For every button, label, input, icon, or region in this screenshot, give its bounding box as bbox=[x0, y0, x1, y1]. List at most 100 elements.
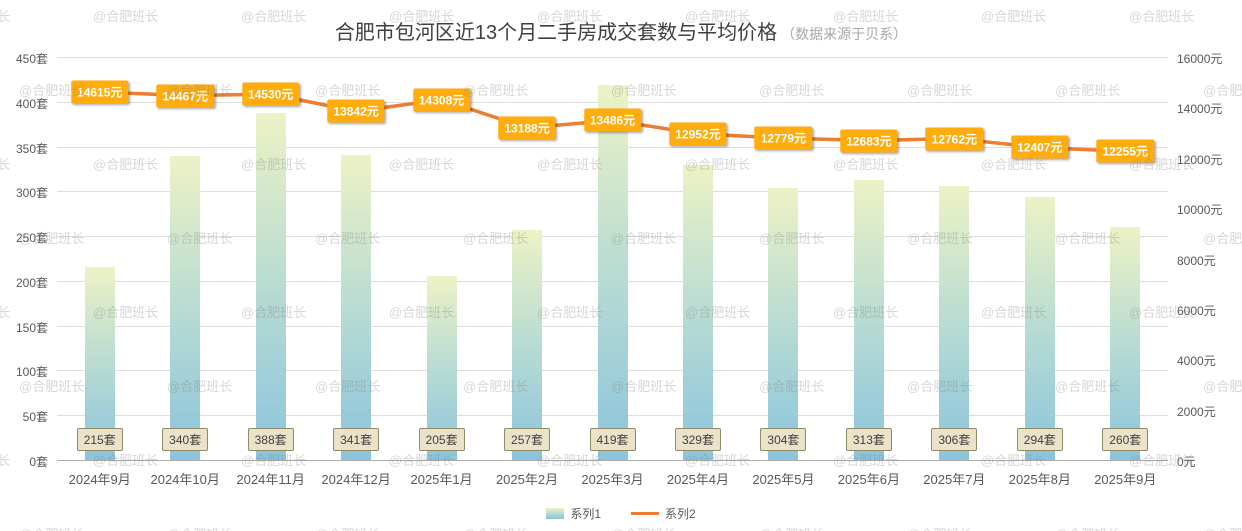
bar-value-label: 419套 bbox=[589, 428, 636, 451]
bar-2024年11月 bbox=[255, 112, 286, 460]
watermark-text: @合肥班长 bbox=[93, 157, 159, 172]
left-axis-tick: 200套 bbox=[15, 275, 48, 290]
watermark-text: @合肥班长 bbox=[611, 524, 676, 531]
x-axis-label: 2025年4月 bbox=[666, 472, 730, 487]
bar-2025年5月 bbox=[768, 187, 799, 460]
x-axis-label: 2025年3月 bbox=[581, 472, 644, 487]
watermark-text: @合肥班长 bbox=[833, 157, 899, 172]
right-axis-tick: 14000元 bbox=[1177, 102, 1223, 117]
watermark-text: @合肥班长 bbox=[537, 157, 603, 172]
watermark-text: @合肥班长 bbox=[1203, 379, 1242, 394]
chart-header: 合肥市包河区近13个月二手房成交套数与平均价格 （数据来源于贝系） bbox=[0, 16, 1242, 45]
price-point-label: 14615元 bbox=[71, 80, 129, 104]
bar-value-label: 304套 bbox=[760, 428, 807, 451]
right-axis-tick: 4000元 bbox=[1177, 354, 1216, 369]
x-axis-label: 2025年5月 bbox=[752, 472, 815, 487]
watermark-text: @合肥班长 bbox=[1203, 231, 1242, 246]
watermark-text: @合肥班长 bbox=[0, 157, 11, 172]
watermark-text: @合肥班长 bbox=[907, 524, 972, 531]
bar-2025年8月 bbox=[1024, 196, 1055, 460]
watermark-text: @合肥班长 bbox=[1055, 83, 1121, 98]
bar-value-label: 306套 bbox=[931, 428, 978, 451]
bar-value-label: 329套 bbox=[674, 428, 721, 451]
watermark-text: @合肥班长 bbox=[463, 83, 529, 98]
watermark-text: @合肥班长 bbox=[759, 83, 825, 98]
bar-2025年6月 bbox=[853, 179, 884, 460]
legend-item-series2: 系列2 bbox=[631, 505, 696, 522]
right-axis-tick: 0元 bbox=[1177, 455, 1196, 469]
bar-value-label: 215套 bbox=[76, 428, 123, 451]
bar-2024年10月 bbox=[170, 155, 201, 460]
left-axis-tick: 300套 bbox=[15, 186, 48, 201]
bar-value-label: 257套 bbox=[504, 428, 551, 451]
price-point-label: 13842元 bbox=[327, 99, 385, 123]
right-axis-tick: 10000元 bbox=[1177, 203, 1223, 218]
price-point-label: 12255元 bbox=[1096, 139, 1154, 163]
bar-value-label: 294套 bbox=[1016, 428, 1063, 451]
watermark-text: @合肥班长 bbox=[315, 83, 381, 98]
left-axis-tick: 350套 bbox=[15, 141, 48, 156]
legend: 系列1 系列2 bbox=[0, 505, 1242, 522]
x-axis-label: 2025年7月 bbox=[923, 472, 986, 487]
bar-series-swatch-icon bbox=[546, 508, 565, 519]
legend-label-series2: 系列2 bbox=[665, 507, 696, 521]
bar-2025年2月 bbox=[512, 229, 543, 460]
x-axis-label: 2024年11月 bbox=[236, 472, 305, 487]
right-axis-tick: 12000元 bbox=[1177, 152, 1223, 167]
bar-2025年4月 bbox=[682, 165, 713, 460]
watermark-text: @合肥班长 bbox=[1203, 83, 1242, 98]
x-axis-label: 2025年2月 bbox=[495, 472, 559, 487]
price-point-label: 13486元 bbox=[583, 108, 642, 132]
bar-value-label: 340套 bbox=[162, 428, 209, 451]
watermark-text: @合肥班长 bbox=[167, 524, 232, 531]
chart-title: 合肥市包河区近13个月二手房成交套数与平均价格 bbox=[334, 22, 778, 44]
bar-value-label: 205套 bbox=[418, 428, 465, 451]
bar-value-label: 341套 bbox=[333, 428, 380, 451]
watermark-text: @合肥班长 bbox=[907, 83, 973, 98]
right-axis-tick: 8000元 bbox=[1177, 253, 1216, 268]
left-axis-tick: 50套 bbox=[22, 410, 48, 425]
watermark-text: @合肥班长 bbox=[1203, 524, 1242, 531]
bar-2025年3月 bbox=[597, 84, 628, 460]
bar-2024年9月 bbox=[84, 267, 115, 460]
left-axis-tick: 100套 bbox=[15, 365, 48, 380]
watermark-text: @合肥班长 bbox=[315, 524, 380, 531]
chart-subtitle: （数据来源于贝系） bbox=[781, 26, 908, 42]
watermark-text: @合肥班长 bbox=[537, 305, 603, 320]
left-axis-tick: 250套 bbox=[15, 231, 48, 246]
x-axis-label: 2025年9月 bbox=[1094, 472, 1157, 487]
price-point-label: 13188元 bbox=[498, 116, 556, 140]
left-axis-tick: 150套 bbox=[15, 320, 48, 335]
price-point-label: 12407元 bbox=[1011, 135, 1069, 159]
x-axis-label: 2025年6月 bbox=[837, 472, 900, 487]
legend-item-series1: 系列1 bbox=[546, 505, 601, 522]
bar-2024年12月 bbox=[341, 154, 372, 460]
price-point-label: 12762元 bbox=[925, 127, 984, 151]
watermark-text: @合肥班长 bbox=[759, 524, 824, 531]
x-axis-label: 2024年10月 bbox=[150, 472, 220, 487]
bar-value-label: 260套 bbox=[1102, 428, 1149, 451]
price-point-label: 14308元 bbox=[412, 88, 471, 112]
x-axis-label: 2025年8月 bbox=[1008, 472, 1071, 487]
price-point-label: 12952元 bbox=[669, 122, 727, 146]
watermark-text: @合肥班长 bbox=[463, 524, 528, 531]
right-axis-tick: 2000元 bbox=[1177, 404, 1216, 419]
left-axis-tick: 450套 bbox=[15, 52, 48, 66]
legend-label-series1: 系列1 bbox=[570, 507, 601, 521]
right-axis-tick: 16000元 bbox=[1177, 52, 1223, 66]
line-series-swatch-icon bbox=[631, 512, 659, 515]
bar-2025年9月 bbox=[1110, 227, 1141, 460]
gridline bbox=[57, 57, 1168, 58]
gridline bbox=[57, 460, 1168, 461]
bar-value-label: 388套 bbox=[247, 428, 294, 451]
x-axis-label: 2025年1月 bbox=[410, 472, 473, 487]
right-axis-tick: 6000元 bbox=[1177, 303, 1216, 318]
price-point-label: 12683元 bbox=[840, 129, 898, 153]
x-axis-label: 2024年12月 bbox=[321, 472, 391, 487]
watermark-text: @合肥班长 bbox=[1055, 524, 1120, 531]
watermark-text: @合肥班长 bbox=[389, 157, 455, 172]
watermark-text: @合肥班长 bbox=[19, 524, 84, 531]
x-axis-label: 2024年9月 bbox=[68, 472, 131, 487]
left-axis-tick: 0套 bbox=[29, 455, 48, 469]
